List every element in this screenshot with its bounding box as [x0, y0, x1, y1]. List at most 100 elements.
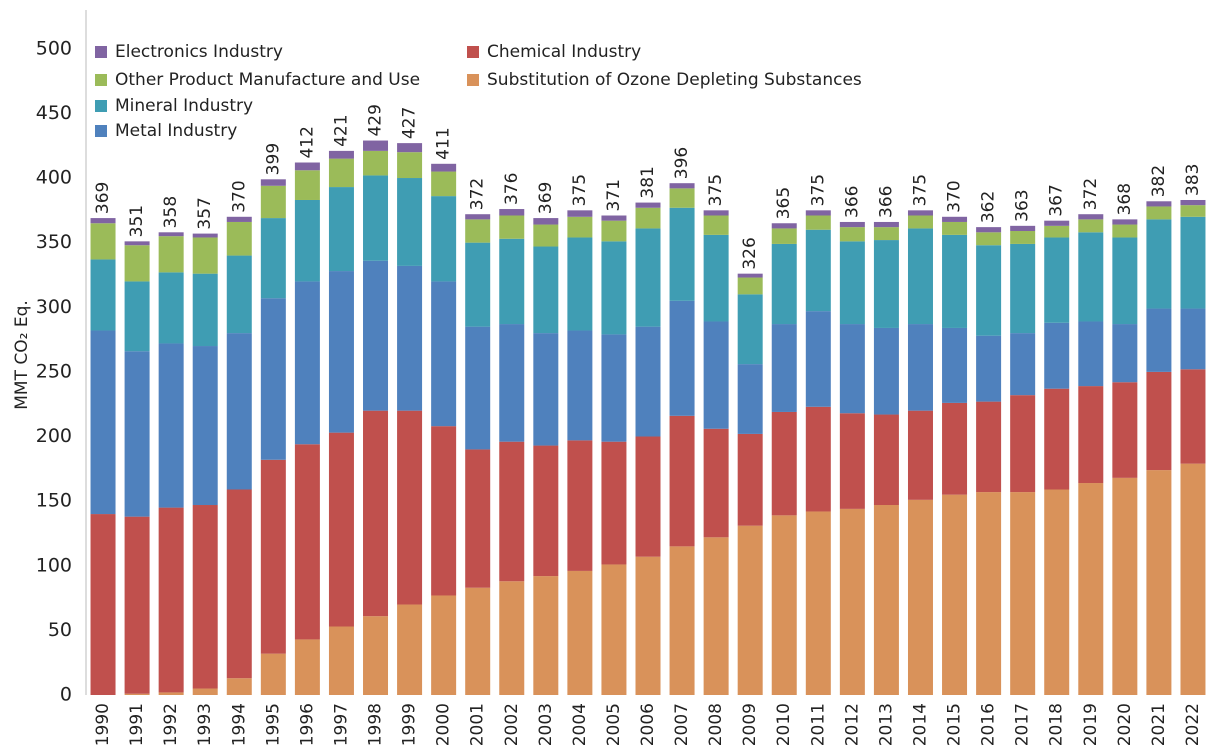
bar-segment: [533, 218, 559, 225]
bar-segment: [635, 326, 661, 437]
bar-segment: [90, 514, 116, 695]
bar-segment: [226, 489, 252, 679]
bar-segment: [873, 327, 899, 415]
bar-segment: [465, 219, 491, 243]
bar-segment: [942, 216, 968, 222]
bar-segment: [328, 158, 354, 188]
bar-segment: [1044, 220, 1070, 226]
total-label: 371: [604, 179, 624, 211]
bar-segment: [703, 428, 729, 538]
bar-segment: [499, 581, 525, 695]
bar-segment: [567, 570, 593, 695]
bar-segment: [873, 227, 899, 241]
bar-segment: [942, 234, 968, 328]
bar-segment: [431, 595, 457, 695]
bar-segment: [907, 215, 933, 229]
bar-segment: [635, 207, 661, 229]
y-tick-label: 400: [36, 167, 72, 189]
bar-segment: [567, 237, 593, 331]
total-label: 370: [229, 180, 249, 212]
bar-segment: [873, 414, 899, 506]
bar-segment: [601, 220, 627, 242]
bar-segment: [1146, 219, 1172, 309]
bar-segment: [397, 604, 423, 695]
x-tick-label: 2019: [1081, 703, 1101, 746]
bar-segment: [635, 202, 661, 208]
bar-segment: [1010, 231, 1036, 244]
bar-segment: [805, 511, 831, 695]
legend-swatch: [95, 46, 107, 58]
x-tick-label: 2005: [604, 703, 624, 746]
total-label: 396: [672, 147, 692, 179]
x-tick-label: 2022: [1183, 703, 1203, 746]
bar-segment: [907, 499, 933, 695]
bar-segment: [1146, 308, 1172, 372]
bar-segment: [397, 410, 423, 605]
legend-label: Mineral Industry: [115, 96, 253, 116]
bar-segment: [669, 207, 695, 301]
total-label: 367: [1047, 184, 1067, 216]
bar-segment: [1044, 225, 1070, 238]
bar-segment: [124, 351, 150, 517]
bar-segment: [873, 505, 899, 695]
total-label: 369: [93, 182, 113, 214]
bar-segment: [465, 587, 491, 695]
x-tick-label: 2018: [1047, 703, 1067, 746]
bar-segment: [805, 215, 831, 230]
bar-segment: [158, 272, 184, 344]
total-label: 421: [331, 114, 351, 146]
bar-segment: [533, 224, 559, 247]
bar-segment: [805, 311, 831, 407]
bar-segment: [328, 187, 354, 272]
bar-segment: [465, 214, 491, 220]
total-label: 369: [536, 182, 556, 214]
bar-segment: [1010, 225, 1036, 232]
y-tick-label: 0: [60, 684, 72, 706]
bar-segment: [907, 228, 933, 325]
total-label: 429: [366, 104, 386, 136]
bar-segment: [601, 334, 627, 442]
bar-segment: [669, 546, 695, 695]
bar-segment: [703, 321, 729, 429]
bar-segment: [1112, 224, 1138, 238]
bar-segment: [499, 238, 525, 325]
legend-swatch: [95, 125, 107, 137]
bar-segment: [226, 255, 252, 334]
bar-segment: [567, 210, 593, 217]
total-label: 370: [945, 180, 965, 212]
bar-segment: [976, 401, 1002, 493]
bar-segment: [737, 277, 763, 295]
x-tick-label: 1997: [331, 703, 351, 746]
bar-segment: [294, 199, 320, 282]
bar-segment: [499, 215, 525, 239]
bar-segment: [397, 152, 423, 179]
bar-segment: [703, 210, 729, 216]
x-tick-label: 2016: [979, 703, 999, 746]
bar-segment: [1112, 324, 1138, 383]
x-tick-label: 2014: [910, 703, 930, 746]
total-label: 412: [297, 126, 317, 158]
x-tick-label: 2003: [536, 703, 556, 746]
total-label: 362: [979, 191, 999, 223]
bar-segment: [635, 556, 661, 695]
x-tick-label: 2001: [468, 703, 488, 746]
bar-segment: [431, 163, 457, 172]
bar-segment: [1180, 205, 1206, 217]
bar-segment: [1146, 371, 1172, 471]
bar-segment: [942, 494, 968, 695]
total-label: 365: [774, 187, 794, 219]
bar-segment: [294, 444, 320, 640]
bar-segment: [260, 185, 286, 219]
bar-segment: [1146, 470, 1172, 695]
bar-segment: [363, 150, 389, 176]
total-label: 427: [400, 107, 420, 139]
legend-swatch: [467, 46, 479, 58]
bar-segment: [1078, 232, 1104, 322]
x-tick-label: 2004: [570, 703, 590, 746]
bar-segment: [703, 215, 729, 235]
bar-segment: [1180, 369, 1206, 464]
bar-segment: [328, 150, 354, 159]
total-label: 376: [502, 173, 522, 205]
bar-segment: [567, 216, 593, 238]
bar-segment: [533, 333, 559, 446]
